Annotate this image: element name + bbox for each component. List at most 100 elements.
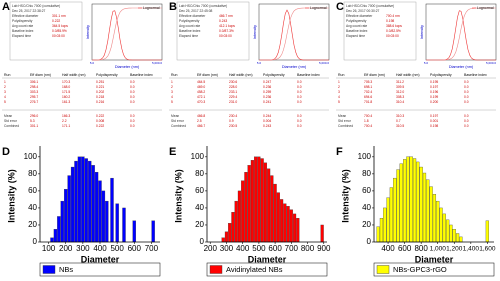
y-tick-label: 0	[200, 237, 205, 246]
table-cell: 310.4	[396, 100, 404, 104]
bar	[436, 200, 440, 243]
table-cell: 0.259	[263, 90, 271, 94]
table-header: Polydispersity	[96, 73, 118, 77]
bar	[292, 213, 297, 243]
x-tick-label: 1,200	[446, 246, 463, 253]
mini-x-label: Diameter (nm)	[282, 65, 307, 69]
mini-x-tick: 5,000.0	[319, 61, 329, 65]
table-cell: 310.5	[396, 124, 404, 128]
table-cell: 230.4	[229, 114, 237, 118]
y-axis-label: Intensity (%)	[173, 169, 183, 223]
table-cell: 0.0	[464, 90, 469, 94]
table-cell: 466.8	[197, 114, 205, 118]
x-tick-label: 1,600	[479, 246, 496, 253]
bar	[399, 163, 403, 243]
bar	[231, 212, 235, 243]
table-cell: 231.0	[229, 100, 237, 104]
table-cell: 0.0	[297, 114, 302, 118]
table-cell: Mean	[338, 114, 346, 118]
table-cell: 298.4	[30, 85, 38, 89]
info-value: 00:03:00	[219, 34, 232, 38]
table-cell: 5	[4, 100, 6, 104]
table-cell: 2	[171, 85, 173, 89]
x-tick-label: 500	[110, 244, 124, 253]
info-key: Avg count rate	[346, 24, 367, 28]
bar	[94, 171, 99, 243]
table-cell: 0.0	[464, 114, 469, 118]
bar	[101, 190, 106, 243]
info-value: 412.1 kcps	[219, 24, 235, 28]
info-box	[9, 1, 83, 61]
bar	[132, 220, 136, 243]
table-cell: 1	[338, 80, 340, 84]
table-cell: 0.004	[263, 119, 271, 123]
table-header: Eff diam (nm)	[197, 73, 218, 77]
table-cell: 276.7	[30, 100, 38, 104]
info-key: Dec 25, 2017 22:38:27	[12, 9, 46, 13]
bar	[254, 156, 258, 243]
table-cell: 464.5	[197, 80, 205, 84]
y-tick-label: 80	[195, 169, 204, 178]
x-tick-label: 200	[204, 244, 218, 253]
table-header: Baseline index	[297, 73, 320, 77]
mini-plot	[91, 3, 163, 61]
info-key: Dec 25, 2017 22:45:08	[179, 9, 213, 13]
mini-x-tick: 5,000.0	[486, 61, 496, 65]
table-cell: 0.0	[130, 85, 135, 89]
table-header: Eff diam (nm)	[364, 73, 385, 77]
bar	[237, 190, 242, 243]
table-cell: 466.7	[197, 124, 205, 128]
table-cell: 0.0	[130, 124, 135, 128]
table-cell: 0.0	[464, 95, 469, 99]
table-cell: 705.3	[364, 80, 372, 84]
info-key: Polydispersity	[346, 19, 367, 23]
y-tick-label: 80	[362, 169, 371, 178]
y-tick-label: 20	[362, 220, 371, 229]
table-header: Half width (nm)	[62, 73, 86, 77]
y-tick-label: 20	[195, 220, 204, 229]
table-header: Run	[4, 73, 10, 77]
info-key: Avg count rate	[12, 24, 33, 28]
info-value: 0.243	[219, 19, 227, 23]
bar	[406, 156, 410, 243]
table-cell: 0.0	[130, 95, 135, 99]
bar	[57, 216, 61, 243]
legend-box	[39, 262, 161, 277]
table-cell: 2.5	[197, 119, 202, 123]
table-cell: Mean	[4, 114, 12, 118]
table-cell: 160.2	[62, 95, 70, 99]
table-cell: 700.4	[364, 114, 372, 118]
table-cell: 0.0	[297, 119, 302, 123]
bar	[422, 172, 427, 243]
table-cell: 0.218	[96, 95, 104, 99]
table-cell: 0.222	[96, 114, 104, 118]
bar	[386, 197, 390, 243]
bar	[247, 165, 251, 243]
table-cell: 312.0	[396, 90, 404, 94]
table-cell: 4	[4, 95, 6, 99]
x-tick-label: 600	[398, 244, 412, 253]
x-tick-label: 200	[59, 244, 73, 253]
table-header: Polydispersity	[430, 73, 452, 77]
bar	[250, 160, 254, 243]
table-cell: 0.0	[464, 124, 469, 128]
table-cell: 0.0	[130, 90, 135, 94]
info-value: 00:03:00	[386, 34, 399, 38]
bar	[426, 179, 430, 243]
table-cell: 0.222	[96, 124, 104, 128]
table-cell: 0.0	[130, 80, 135, 84]
table-cell: 0.236	[263, 95, 271, 99]
bar	[267, 168, 271, 243]
x-tick-label: 500	[252, 244, 266, 253]
table-cell: 170.3	[62, 80, 70, 84]
bar	[241, 180, 245, 243]
table-cell: 309.5	[396, 85, 404, 89]
cumulative-curve	[259, 7, 329, 61]
table-cell: 296.0	[30, 114, 38, 118]
bar	[224, 231, 229, 243]
table-cell: 1	[171, 80, 173, 84]
table-cell: 0.247	[263, 80, 271, 84]
table-cell: 2	[4, 85, 6, 89]
table-cell: 0.221	[96, 85, 104, 89]
info-box	[176, 1, 250, 61]
